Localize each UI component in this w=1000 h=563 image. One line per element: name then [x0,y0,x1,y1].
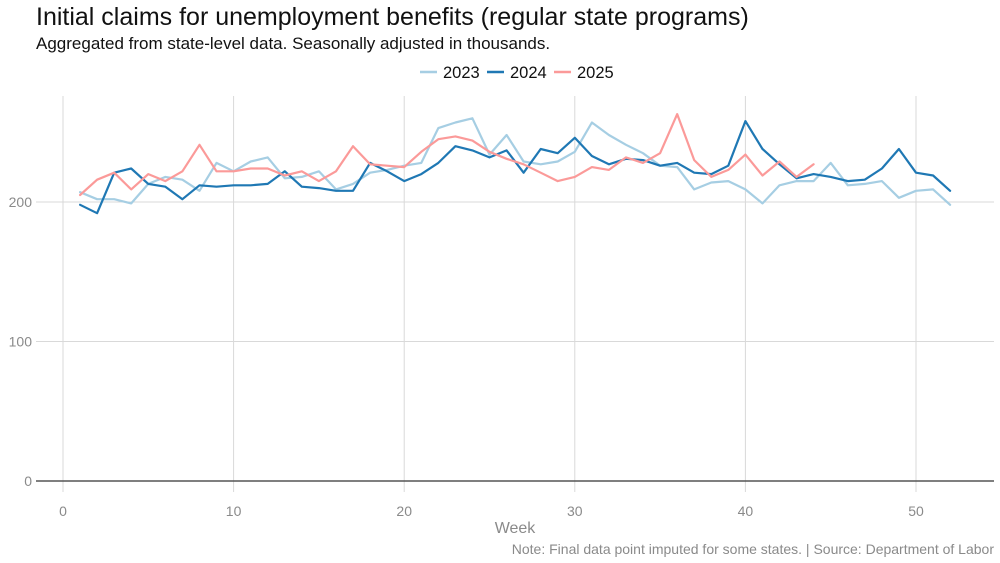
series-line-2024 [78,119,952,215]
y-tick-label: 200 [9,194,33,210]
caption: Note: Final data point imputed for some … [512,541,995,557]
legend-label-2025: 2025 [577,64,614,82]
y-tick-label: 0 [24,473,32,489]
x-tick-label: 40 [738,503,754,519]
legend: 2023 2024 2025 [420,64,614,82]
series-lines [78,112,952,215]
x-tick-label: 0 [59,503,67,519]
legend-label-2024: 2024 [510,64,547,82]
tick-labels: 0 10 20 30 40 50 0 100 200 [9,194,924,519]
chart-title: Initial claims for unemployment benefits… [36,3,749,31]
legend-label-2023: 2023 [443,64,480,82]
x-tick-label: 50 [908,503,924,519]
series-line-2025 [78,112,815,197]
chart-subtitle: Aggregated from state-level data. Season… [36,34,551,53]
gridlines [36,96,994,492]
x-tick-label: 20 [396,503,412,519]
y-tick-label: 100 [9,334,33,350]
x-tick-label: 10 [226,503,242,519]
x-tick-label: 30 [567,503,583,519]
series-line-2023 [78,117,952,206]
x-axis-title: Week [495,520,537,537]
